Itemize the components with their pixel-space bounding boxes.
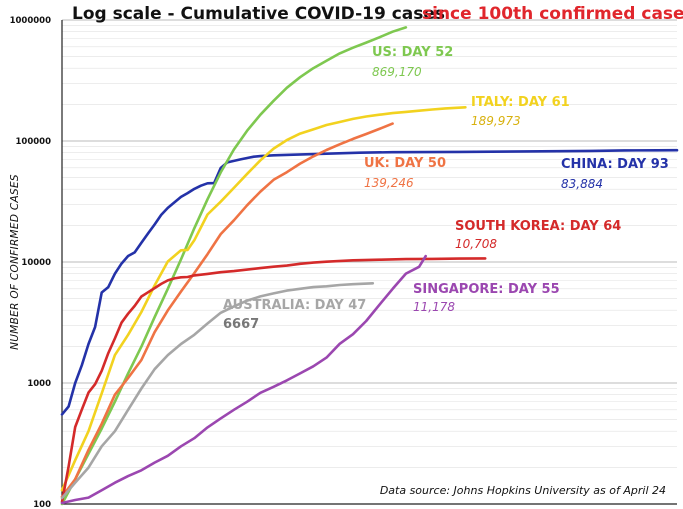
y-axis-label: NUMBER OF CONFIRMED CASES [9,174,21,350]
y-tick-label: 1000 [27,379,51,389]
series-label-singapore: SINGAPORE: DAY 55 [413,282,560,297]
y-tick-label: 100 [33,500,51,509]
series-value-italy: 189,973 [471,114,521,128]
y-tick-label: 10000 [21,258,51,268]
series-line-australia [60,282,375,500]
series-value-southkorea: 10,708 [455,237,497,251]
series-value-us: 869,170 [372,65,422,79]
series-line-uk [60,122,394,498]
y-tick-label: 1000000 [10,16,51,26]
chart-title-part1: Log scale - Cumulative COVID-19 cases [72,4,445,24]
series-value-china: 83,884 [561,177,603,191]
series-label-australia: AUSTRALIA: DAY 47 [223,298,366,313]
series-label-italy: ITALY: DAY 61 [471,95,570,110]
y-tick-labels: 100 1000 10000 100000 1000000 [10,16,51,509]
series-label-china: CHINA: DAY 93 [561,157,669,172]
series-value-singapore: 11,178 [413,300,455,314]
series-value-uk: 139,246 [364,176,414,190]
series-line-southkorea [60,257,487,504]
data-source-note: Data source: Johns Hopkins University as… [380,484,666,497]
series-label-southkorea: SOUTH KOREA: DAY 64 [455,219,621,234]
grid [62,19,677,505]
series-lines [60,26,679,506]
series-label-uk: UK: DAY 50 [364,156,446,171]
series-value-australia: 6667 [223,317,259,332]
series-line-us [60,26,408,506]
series-line-singapore [60,254,427,505]
series-line-italy [60,106,467,492]
series-label-us: US: DAY 52 [372,45,453,60]
series-labels: CHINA: DAY 93 83,884 US: DAY 52 869,170 ITAL… [223,45,669,332]
y-tick-label: 100000 [16,137,52,147]
chart-title-part2: since 100th confirmed case [422,4,683,24]
series-line-china [60,148,679,416]
